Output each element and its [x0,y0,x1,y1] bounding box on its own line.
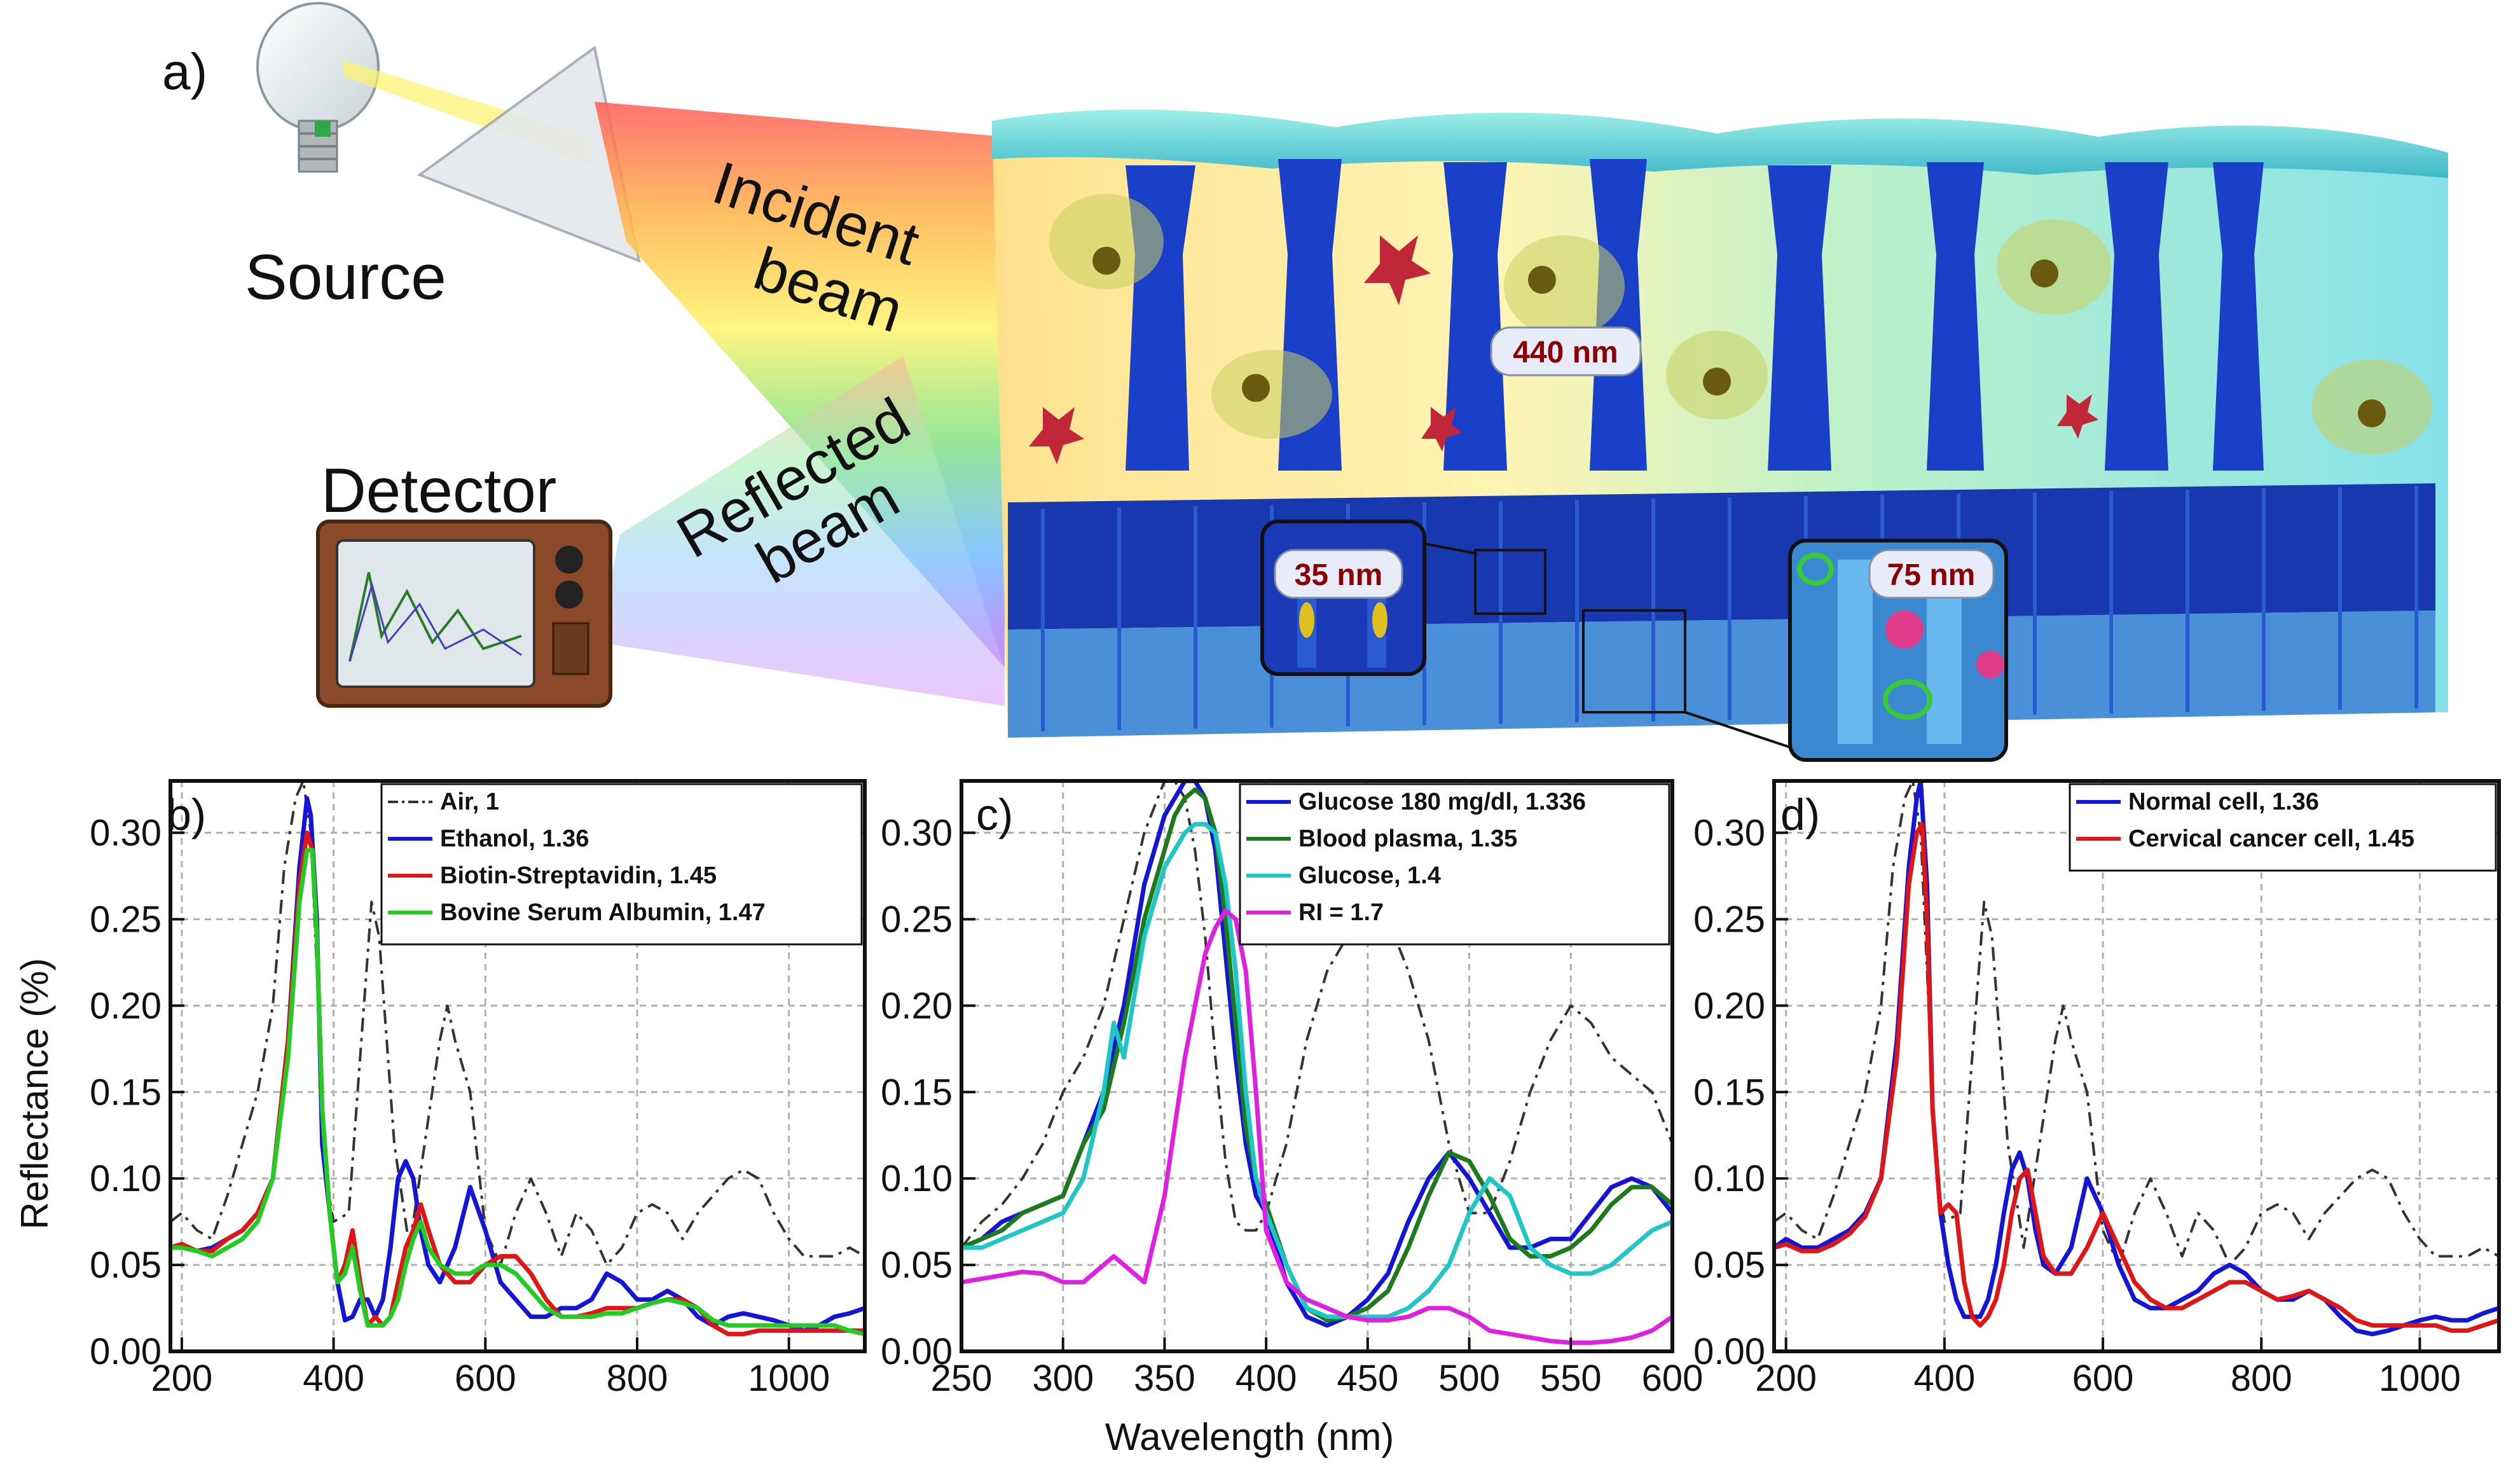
plot-frame [169,779,867,1353]
panel-label: b) [167,790,206,839]
y-tick-label: 0.30 [90,813,162,854]
legend: Glucose 180 mg/dl, 1.336 Blood plasma, 1.… [1239,783,1670,946]
x-tick-label: 550 [1540,1358,1602,1399]
series-line-3 [170,848,865,1337]
x-tick-label: 400 [303,1358,364,1399]
svg-text:35 nm: 35 nm [1295,558,1383,592]
legend: Air, 1 Ethanol, 1.36 Biotin-Streptavidin, … [380,783,863,946]
chart-c: 250 300 350 400 450 500 550 600 0.00 0.05 0.10 0.15… [881,779,1704,1399]
series-line-0 [170,781,865,1267]
x-tick-label: 200 [151,1358,213,1399]
legend-entry: Cervical cancer cell, 1.45 [2128,825,2414,852]
x-tick-label: 600 [455,1358,516,1399]
x-tick-label: 600 [1642,1358,1704,1399]
legend-entry: Ethanol, 1.36 [440,825,589,852]
series-group [170,781,865,1337]
y-tick-label: 0.00 [1693,1331,1765,1372]
legend-box [380,783,863,946]
y-tick-label: 0.00 [881,1331,953,1372]
virus-particles [1029,235,2098,464]
panel-label: c) [976,790,1013,839]
detector-label: Detector [321,455,556,525]
series-group [1774,781,2499,1337]
x-tick-label: 200 [1755,1358,1817,1399]
panel-a-illustration: a) Source Incident beam Reflected beam [162,2,2448,762]
y-axis-title: Reflectance (%) [13,958,56,1230]
y-tick-label: 0.15 [881,1072,953,1113]
y-tick-label: 0.10 [90,1158,162,1199]
chart-d: 200 400 600 800 1000 0.00 0.05 0.10 0.15 0.20 0.25… [1693,779,2501,1399]
detector-icon [316,520,612,708]
y-tick-label: 0.30 [1693,813,1765,854]
x-tick-label: 1000 [2379,1358,2461,1399]
x-tick-label: 400 [1236,1358,1297,1399]
zoom-box-75 [1582,609,1686,714]
x-tick-label: 500 [1438,1358,1500,1399]
x-tick-label: 250 [931,1358,993,1399]
zoom-box-35 [1474,549,1546,615]
x-tick-label: 800 [607,1358,668,1399]
panel-a-label: a) [162,43,207,100]
x-axis-title: Wavelength (nm) [1105,1416,1394,1458]
source-label: Source [245,242,446,313]
y-tick-label: 0.05 [881,1245,953,1286]
legend-entry: Glucose 180 mg/dl, 1.336 [1298,789,1586,815]
y-tick-label: 0.05 [1693,1245,1765,1286]
x-tick-label: 1000 [748,1358,830,1399]
y-tick-label: 0.25 [881,899,953,940]
callout-440nm: 440 nm [1490,326,1642,376]
legend-box [2069,783,2497,872]
x-tick-label: 600 [2072,1358,2134,1399]
x-tick-label: 400 [1913,1358,1975,1399]
y-tick-label: 0.05 [90,1245,162,1286]
cell-nuclei [1092,247,2386,427]
series-line-2 [1774,822,2499,1333]
biosensor-block: 440 nm 35 nm 75 nm [992,109,2448,762]
plot-frame [1772,779,2501,1353]
x-tick-label: 450 [1337,1358,1398,1399]
plot-frame [960,779,1674,1353]
membrane-layer-bottom [1008,610,2435,738]
y-tick-label: 0.15 [90,1072,162,1113]
y-tick-label: 0.10 [881,1158,953,1199]
reflected-beam [598,356,1005,706]
membrane-layer-top [1008,483,2435,630]
y-tick-label: 0.25 [90,899,162,940]
legend-entry: Biotin-Streptavidin, 1.45 [440,862,717,889]
legend-entry: Normal cell, 1.36 [2128,789,2319,815]
series-line-1 [170,796,865,1333]
y-tick-label: 0.25 [1693,899,1765,940]
legend-box [1239,783,1670,946]
tissue-surface [992,109,2448,178]
y-tick-label: 0.15 [1693,1072,1765,1113]
x-tick-label: 300 [1032,1358,1094,1399]
legend-entry: RI = 1.7 [1298,899,1384,926]
y-tick-label: 0.20 [881,985,953,1026]
y-tick-label: 0.00 [90,1331,162,1372]
series-line-3 [961,822,1672,1320]
x-tick-label: 350 [1134,1358,1195,1399]
legend: Normal cell, 1.36 Cervical cancer cell, 1… [2069,783,2497,872]
series-group [961,781,1672,1345]
legend-entry: Air, 1 [440,789,499,815]
y-tick-label: 0.20 [90,985,162,1026]
prism-icon [417,45,641,263]
legend-entry: Glucose, 1.4 [1298,862,1441,889]
y-tick-label: 0.10 [1693,1158,1765,1199]
legend-entry: Blood plasma, 1.35 [1298,825,1517,852]
panel-label: d) [1780,790,1820,839]
chart-b: 200 400 600 800 1000 0.00 0.05 0.10 0.15 0.20 0.25… [90,779,867,1399]
legend-entry: Bovine Serum Albumin, 1.47 [440,899,766,926]
svg-text:75 nm: 75 nm [1887,558,1976,592]
y-tick-label: 0.30 [881,813,953,854]
series-line-4 [961,908,1672,1345]
y-tick-label: 0.20 [1693,985,1765,1026]
svg-text:440 nm: 440 nm [1513,336,1618,369]
x-tick-label: 800 [2231,1358,2292,1399]
callout-35nm: 35 nm [1274,549,1403,599]
callout-75nm: 75 nm [1868,549,1995,599]
